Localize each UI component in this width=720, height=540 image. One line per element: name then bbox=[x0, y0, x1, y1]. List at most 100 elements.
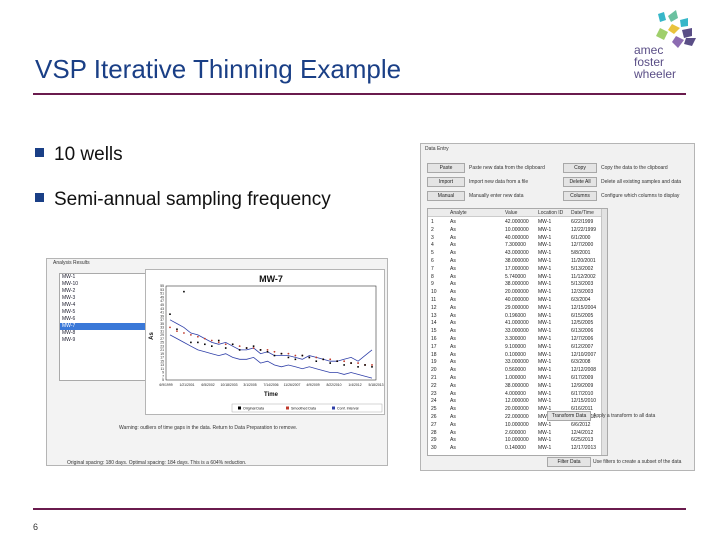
original-data-point bbox=[190, 341, 192, 344]
manual-button[interactable]: Manual bbox=[427, 191, 465, 201]
table-cell: As bbox=[450, 445, 456, 452]
well-list-item[interactable]: MW-7 bbox=[60, 323, 181, 330]
table-cell: As bbox=[450, 375, 456, 381]
original-data-point bbox=[308, 356, 311, 359]
table-row[interactable]: 21 As 1.000000 MW-1 6/17/2009 bbox=[428, 375, 607, 382]
table-row[interactable]: 23 As 4.000000 MW-1 6/17/2010 bbox=[428, 391, 607, 398]
table-row[interactable]: 12 As 29.000000 MW-1 12/15/2004 bbox=[428, 305, 607, 312]
table-cell: 2.600000 bbox=[505, 429, 526, 436]
table-row[interactable]: 22 As 38.000000 MW-1 12/9/2009 bbox=[428, 383, 607, 390]
table-cell: 12/7/2000 bbox=[571, 242, 594, 249]
table-row[interactable]: 11 As 40.000000 MW-1 6/3/2004 bbox=[428, 297, 607, 304]
table-row[interactable]: 7 As 17.000000 MW-1 5/13/2002 bbox=[428, 266, 607, 273]
delete-all-button[interactable]: Delete All bbox=[563, 177, 597, 187]
well-list-item[interactable]: MW-6 bbox=[62, 316, 76, 322]
y-tick-label: 45 bbox=[160, 303, 164, 307]
copy-button[interactable]: Copy bbox=[563, 163, 597, 173]
table-cell: As bbox=[450, 429, 456, 436]
well-list-item[interactable]: MW-2 bbox=[62, 288, 76, 294]
smoothed-data-point bbox=[203, 337, 206, 340]
table-cell: As bbox=[450, 304, 456, 311]
table-cell: 10.000000 bbox=[505, 437, 529, 444]
table-cell: 30 bbox=[431, 445, 437, 452]
well-list-item[interactable]: MW-9 bbox=[62, 337, 76, 343]
column-header[interactable]: Value bbox=[505, 210, 518, 216]
table-cell: MW-1 bbox=[538, 445, 552, 452]
table-row[interactable]: 1 As 42.000000 MW-1 6/22/1999 bbox=[428, 219, 607, 226]
data-grid[interactable]: Analyte Value Location ID Date/Time 1 As 4… bbox=[427, 208, 608, 456]
smoothed-data-point bbox=[287, 352, 290, 355]
import-button[interactable]: Import bbox=[427, 177, 465, 187]
table-row[interactable]: 10 As 20.000000 MW-1 12/3/2003 bbox=[428, 289, 607, 296]
table-cell: 16 bbox=[431, 336, 437, 342]
table-row[interactable]: 19 As 33.000000 MW-1 6/3/2008 bbox=[428, 359, 607, 366]
table-row[interactable]: 2 As 10.000000 MW-1 12/22/1999 bbox=[428, 227, 607, 234]
filter-data-button[interactable]: Filter Data bbox=[547, 457, 591, 467]
table-cell: 6/25/2013 bbox=[571, 437, 594, 444]
smoothed-data-point bbox=[183, 332, 185, 334]
table-cell: 6/22/1999 bbox=[571, 219, 594, 225]
table-row[interactable]: 16 As 3.300000 MW-1 12/7/2006 bbox=[428, 336, 607, 343]
table-row[interactable]: 15 As 33.000000 MW-1 6/13/2006 bbox=[428, 328, 607, 335]
well-list-item[interactable]: MW-3 bbox=[62, 295, 76, 301]
well-list-item[interactable]: MW-5 bbox=[62, 309, 76, 315]
table-cell: 10 bbox=[431, 289, 437, 296]
x-tick-label: 10/18/2003 bbox=[221, 383, 238, 387]
grid-header: Analyte Value Location ID Date/Time bbox=[428, 209, 607, 217]
table-cell: 12/4/2012 bbox=[571, 429, 594, 436]
table-row[interactable]: 20 As 0.560000 MW-1 12/12/2008 bbox=[428, 367, 607, 374]
table-row[interactable]: 3 As 40.000000 MW-1 6/1/2000 bbox=[428, 235, 607, 242]
well-list-item[interactable]: MW-1 bbox=[62, 274, 76, 280]
table-row[interactable]: 25 As 20.000000 MW-1 6/16/2011 bbox=[428, 406, 607, 413]
table-row[interactable]: 8 As 5.740000 MW-1 11/12/2002 bbox=[428, 274, 607, 281]
table-cell: 2 bbox=[431, 226, 434, 233]
well-list-item[interactable]: MW-8 bbox=[62, 330, 76, 336]
table-cell: 12/22/1999 bbox=[571, 226, 597, 233]
smoothed-data-point bbox=[266, 349, 269, 351]
table-row[interactable]: 18 As 0.100000 MW-1 12/10/2007 bbox=[428, 352, 607, 359]
grid-scrollbar[interactable] bbox=[601, 209, 607, 455]
table-row[interactable]: 5 As 43.000000 MW-1 5/8/2001 bbox=[428, 250, 607, 257]
table-cell: 11/20/2001 bbox=[571, 258, 596, 264]
column-header[interactable]: Date/Time bbox=[571, 210, 594, 216]
table-cell: MW-1 bbox=[538, 250, 552, 257]
table-row[interactable]: 30 As 0.140000 MW-1 12/17/2013 bbox=[428, 445, 607, 452]
table-row[interactable]: 6 As 38.000000 MW-1 11/20/2001 bbox=[428, 258, 607, 265]
column-header[interactable]: Analyte bbox=[450, 210, 467, 216]
table-row[interactable]: 28 As 2.600000 MW-1 12/4/2012 bbox=[428, 430, 607, 437]
table-row[interactable]: 17 As 9.100000 MW-1 6/12/2007 bbox=[428, 344, 607, 351]
well-list-item[interactable]: MW-10 bbox=[62, 281, 79, 287]
table-row[interactable]: 24 As 12.000000 MW-1 12/15/2010 bbox=[428, 398, 607, 405]
table-cell: MW-1 bbox=[538, 226, 552, 233]
table-row[interactable]: 9 As 38.000000 MW-1 5/13/2003 bbox=[428, 281, 607, 288]
table-row[interactable]: 13 As 0.196000 MW-1 6/15/2005 bbox=[428, 313, 607, 320]
table-row[interactable]: 14 As 41.000000 MW-1 12/5/2005 bbox=[428, 320, 607, 327]
well-list-item[interactable]: MW-4 bbox=[62, 302, 76, 308]
original-data-point bbox=[357, 366, 359, 368]
table-row[interactable]: 4 As 7.300000 MW-1 12/7/2000 bbox=[428, 242, 607, 249]
legend-label: Conf. Interval bbox=[337, 407, 359, 411]
paste-button[interactable]: Paste bbox=[427, 163, 465, 173]
table-row[interactable]: 29 As 10.000000 MW-1 6/25/2013 bbox=[428, 437, 607, 444]
columns-description: Configure which columns to display bbox=[601, 193, 680, 199]
original-data-point bbox=[238, 349, 241, 351]
table-cell: 1 bbox=[431, 219, 434, 225]
table-cell: MW-1 bbox=[538, 406, 552, 413]
table-cell: As bbox=[450, 367, 456, 374]
table-row[interactable]: 27 As 10.000000 MW-1 6/6/2012 bbox=[428, 422, 607, 429]
transform-data-button[interactable]: Transform Data bbox=[547, 411, 591, 421]
columns-button[interactable]: Columns bbox=[563, 191, 597, 201]
smoothed-data-point bbox=[294, 354, 297, 357]
confidence-upper-line bbox=[169, 319, 373, 362]
table-cell: As bbox=[450, 250, 456, 257]
table-cell: 12 bbox=[431, 304, 437, 311]
table-cell: 7.300000 bbox=[505, 242, 526, 249]
smoothed-data-point bbox=[189, 333, 192, 336]
original-data-point bbox=[259, 349, 262, 351]
table-cell: MW-1 bbox=[538, 234, 552, 241]
column-header[interactable]: Location ID bbox=[538, 210, 564, 216]
original-data-point bbox=[294, 358, 297, 361]
original-data-point bbox=[343, 364, 345, 366]
table-cell: MW-1 bbox=[538, 421, 552, 428]
table-cell: As bbox=[450, 297, 456, 303]
